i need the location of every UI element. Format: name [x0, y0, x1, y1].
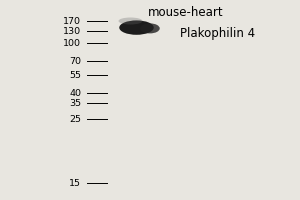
Text: 40: 40	[69, 88, 81, 98]
Text: 70: 70	[69, 56, 81, 66]
Text: 15: 15	[69, 178, 81, 188]
Text: 25: 25	[69, 114, 81, 123]
Ellipse shape	[118, 18, 142, 24]
Text: Plakophilin 4: Plakophilin 4	[180, 26, 255, 40]
Text: 35: 35	[69, 98, 81, 108]
Text: 55: 55	[69, 71, 81, 79]
Text: 170: 170	[63, 17, 81, 25]
Text: 100: 100	[63, 38, 81, 47]
Ellipse shape	[140, 23, 160, 33]
Text: mouse-heart: mouse-heart	[148, 6, 224, 19]
Ellipse shape	[119, 20, 154, 35]
Text: 130: 130	[63, 26, 81, 36]
